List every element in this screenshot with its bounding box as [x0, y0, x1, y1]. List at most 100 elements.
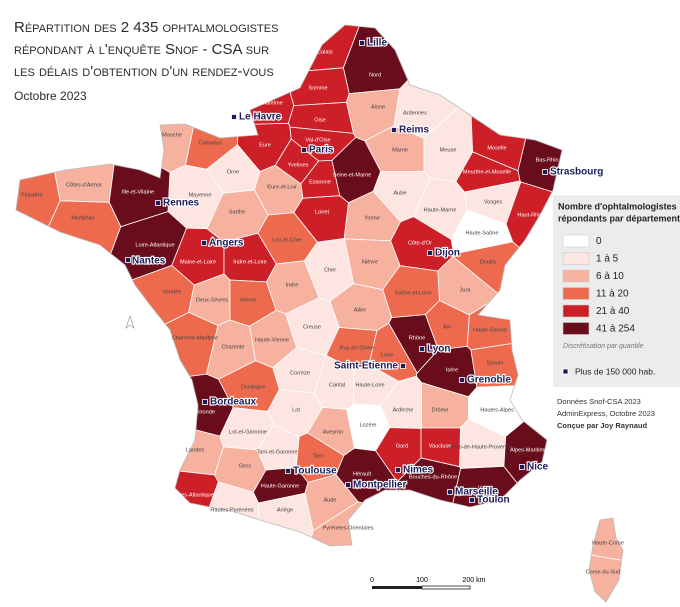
city-label: Toulouse [293, 466, 337, 477]
department-label: Isère [446, 367, 458, 373]
city-label: Dijon [435, 248, 460, 259]
city-label: Nimes [403, 465, 433, 476]
department-label: Dordogne [241, 384, 266, 390]
city-label: Nantes [132, 256, 166, 267]
legend-swatch [562, 287, 590, 300]
city-marker [400, 363, 406, 369]
department-label: Meurthe-et-Moselle [463, 169, 511, 175]
department-label: Seine-et-Marne [333, 172, 372, 178]
department-label: Cher [324, 267, 336, 273]
city-label: Grenoble [467, 375, 511, 386]
department-label: Aube [393, 190, 406, 196]
department-label: Aude [323, 497, 336, 503]
department-label: Bas-Rhin [535, 157, 558, 163]
department-label: Yvelines [288, 162, 309, 168]
department-label: Loire [381, 352, 393, 358]
department-label: Haute-Marne [424, 207, 457, 213]
city-label: Marseille [455, 487, 498, 498]
department-label: Marne [392, 147, 408, 153]
legend-label: 0 [596, 236, 602, 247]
department-label: Vosges [484, 199, 503, 205]
city-label: Toulon [477, 495, 510, 506]
department-label: Jura [460, 287, 472, 293]
legend-swatch [562, 322, 590, 335]
department-labels: Pas-de-Calais Nord Somme Seine-Maritime Aisn… [21, 49, 624, 575]
legend-label: 1 à 5 [596, 254, 619, 265]
department-label: Somme [308, 85, 327, 91]
department-label: Charente [221, 344, 244, 350]
department-label: Calvados [198, 140, 222, 146]
department-label: Gers [239, 463, 251, 469]
title-line: les délais d'obtention d'un rendez-vous [14, 63, 274, 80]
department [16, 200, 122, 402]
department [16, 265, 195, 397]
city-marker-key [562, 368, 569, 375]
department-label: Creuse [303, 324, 321, 330]
legend-city-label: Plus de 150 000 hab. [575, 366, 655, 376]
department-label: Pyrénées-Atlantiques [163, 492, 216, 498]
department-label: Loir-et-Cher [272, 237, 302, 243]
city-marker [419, 346, 425, 352]
department-label: Hérault [353, 471, 371, 477]
department-label: Vaucluse [429, 443, 452, 449]
department-label: Nord [369, 72, 381, 78]
legend-label: 6 à 10 [596, 271, 624, 282]
city-label: Angers [209, 238, 244, 249]
department-label: Savoie [486, 360, 503, 366]
legend: Nombre d'ophtalmologistes répondants par… [553, 195, 680, 387]
city-marker [201, 240, 207, 246]
scale-bar: 0 100 200 km [370, 577, 486, 590]
department-label: Indre [286, 282, 299, 288]
legend-title: Nombre d'ophtalmologistes [558, 201, 677, 211]
department-label: Gard [396, 443, 408, 449]
department-label: Alpes-Maritimes [510, 447, 550, 453]
department-label: Hautes-Pyrénées [210, 507, 253, 513]
department-label: Loire-Atlantique [135, 242, 174, 248]
department-label: Corrèze [290, 370, 310, 376]
department-label: Lot [292, 407, 300, 413]
legend-swatch [562, 269, 590, 283]
department-label: Meuse [440, 147, 457, 153]
department-label: Doubs [480, 259, 496, 265]
city-label: Saint-Etienne [334, 361, 398, 372]
title-block: Répartition des 2 435 ophtalmologistes r… [14, 19, 278, 103]
legend-label: 11 à 20 [596, 289, 629, 300]
department-label: Charente-Maritime [172, 335, 218, 341]
department-label: Oise [314, 117, 326, 123]
department-label: Tarn-et-Garonne [256, 449, 297, 455]
department-label: Corse-du-Sud [586, 569, 621, 575]
department-label: Maine-et-Loire [180, 259, 216, 265]
department-label: Haute-Loire [355, 382, 384, 388]
city-marker [391, 127, 397, 133]
date: Octobre 2023 [14, 89, 87, 103]
sources: Données Snof-CSA 2023 AdminExpress, Octo… [557, 397, 655, 430]
department [173, 481, 259, 602]
scale-segment [372, 586, 422, 589]
department-label: Puy-de-Dôme [340, 345, 375, 351]
city-marker [395, 467, 401, 473]
department-label: Haute-Corse [592, 540, 624, 546]
department-label: Seine-Maritime [245, 100, 283, 106]
department-label: Vendée [163, 289, 182, 295]
north-arrow-shape [125, 314, 135, 329]
city-label: Rennes [163, 198, 200, 209]
cities: Lille Le Havre Reims Paris Strasbourg Rennes A… [125, 37, 604, 507]
department-label: Ardennes [403, 110, 427, 116]
department-label: Alpes-de-Haute-Provence [448, 444, 512, 450]
city-marker [202, 399, 208, 405]
department-label: Pyrénées-Orientales [323, 525, 374, 531]
department-label: Yonne [364, 215, 380, 221]
department-label: Nièvre [362, 259, 378, 265]
city-label: Strasbourg [550, 167, 603, 178]
department-label: Haute-Saône [466, 230, 499, 236]
city-marker [231, 114, 237, 120]
department-label: Pas-de-Calais [297, 49, 332, 55]
department-label: Allier [354, 307, 367, 313]
department-label: Deux-Sèvres [196, 297, 229, 303]
legend-title: répondants par département [558, 213, 680, 223]
department [16, 450, 219, 602]
department-label: Morbihan [71, 215, 94, 221]
city-marker [519, 464, 525, 470]
department-label: Lozère [359, 422, 376, 428]
department-label: Ariège [277, 507, 293, 513]
